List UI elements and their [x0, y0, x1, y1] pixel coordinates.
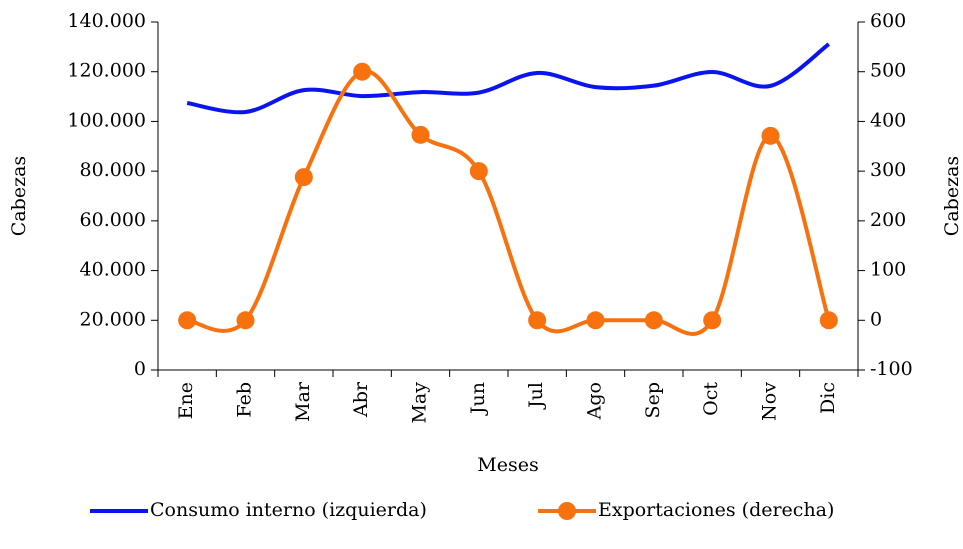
marker	[819, 311, 838, 330]
y2-tick-label: 200	[870, 209, 906, 231]
y-tick-label: 120.000	[67, 60, 146, 82]
x-tick-label: Sep	[642, 382, 664, 418]
x-tick-label: May	[409, 382, 431, 424]
marker	[644, 311, 663, 330]
x-axis-title: Meses	[477, 454, 538, 476]
marker	[294, 168, 313, 187]
y2-tick-label: 400	[870, 109, 906, 131]
y-tick-label: 140.000	[67, 10, 146, 32]
marker	[353, 62, 372, 81]
marker	[236, 311, 255, 330]
y-tick-label: 0	[134, 358, 146, 380]
marker	[469, 162, 488, 181]
legend-label: Exportaciones (derecha)	[598, 499, 834, 521]
x-tick-label: Dic	[817, 382, 839, 414]
y2-tick-label: 300	[870, 159, 906, 181]
marker	[178, 311, 197, 330]
x-tick-label: Ene	[175, 382, 197, 419]
y-tick-label: 60.000	[80, 209, 146, 231]
y-tick-label: 20.000	[80, 308, 146, 330]
marker	[586, 311, 605, 330]
x-tick-label: Nov	[759, 382, 781, 421]
marker	[761, 126, 780, 145]
series-line	[186, 42, 831, 115]
x-tick-label: Ago	[584, 382, 606, 420]
y-axis-title: Cabezas	[8, 156, 30, 236]
x-tick-label: Jun	[467, 382, 489, 416]
x-tick-label: Feb	[234, 382, 256, 418]
marker	[411, 125, 430, 144]
y-tick-label: 80.000	[80, 159, 146, 181]
y-tick-label: 40.000	[80, 259, 146, 281]
series-line	[186, 69, 831, 336]
marker	[703, 311, 722, 330]
x-tick-label: Mar	[292, 381, 314, 422]
y2-tick-label: 500	[870, 60, 906, 82]
y2-tick-label: 0	[870, 308, 882, 330]
x-tick-label: Oct	[700, 382, 722, 416]
y2-tick-label: 100	[870, 259, 906, 281]
y2-tick-label: 600	[870, 10, 906, 32]
y2-axis-title: Cabezas	[941, 156, 963, 236]
x-tick-label: Jul	[525, 382, 547, 410]
y-tick-label: 100.000	[67, 109, 146, 131]
x-tick-label: Abr	[350, 381, 372, 418]
y2-tick-label: -100	[870, 358, 913, 380]
legend-label: Consumo interno (izquierda)	[150, 499, 427, 521]
legend-marker	[558, 502, 576, 520]
marker	[528, 311, 547, 330]
